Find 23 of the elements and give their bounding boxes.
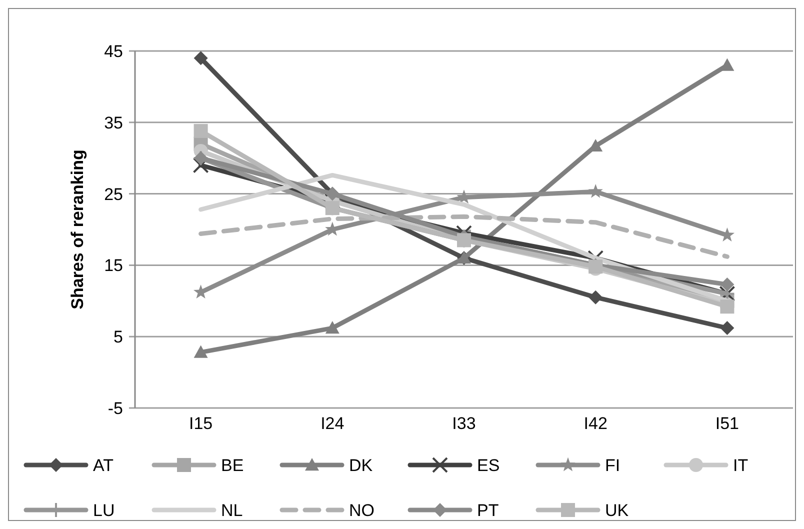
legend-label: LU [93, 500, 115, 520]
legend-label: DK [349, 456, 374, 475]
legend-label: NL [221, 500, 243, 520]
legend-label: NO [349, 500, 374, 520]
y-tick-label: -5 [108, 398, 123, 418]
legend-label: BE [221, 456, 244, 475]
x-tick-label: I33 [452, 414, 476, 433]
legend-label: AT [93, 456, 114, 475]
legend-label: ES [477, 456, 500, 475]
y-tick-label: 25 [104, 184, 123, 204]
legend-label: PT [477, 500, 499, 520]
x-tick-label: I15 [188, 414, 213, 433]
legend-label: UK [605, 500, 630, 520]
y-axis-title: Shares of reranking [68, 150, 87, 310]
y-tick-label: 45 [104, 42, 123, 61]
x-tick-label: I51 [715, 414, 740, 433]
x-tick-label: I42 [584, 414, 608, 433]
y-tick-label: 15 [104, 256, 123, 276]
legend-label: FI [605, 456, 620, 475]
y-tick-label: 35 [104, 113, 123, 132]
legend-label: IT [733, 456, 748, 475]
x-tick-label: I24 [320, 414, 344, 433]
y-tick-label: 5 [114, 328, 123, 347]
